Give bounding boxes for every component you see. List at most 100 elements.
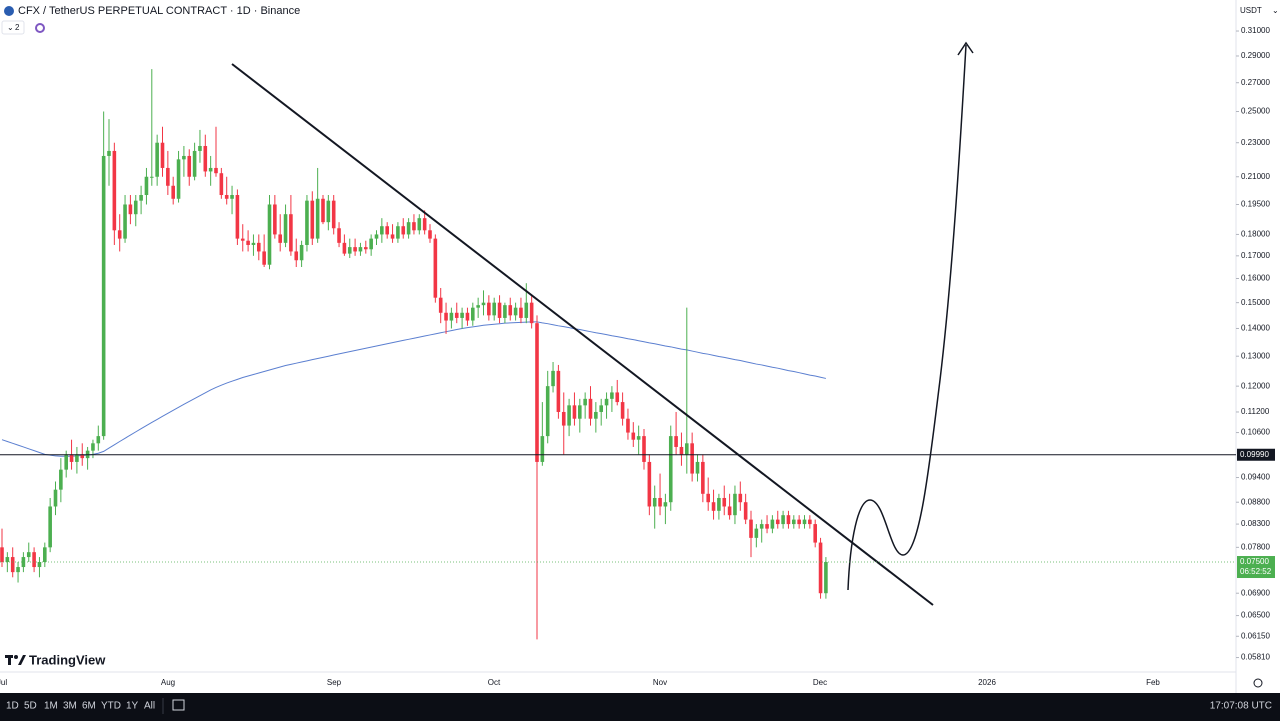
x-tick-label: Oct (488, 678, 501, 687)
candle-body (166, 167, 170, 186)
candle-body (192, 150, 197, 177)
candle-body (561, 411, 566, 426)
candle-body (765, 524, 769, 529)
candle-body (711, 502, 716, 511)
y-tick-label: 0.19500 (1241, 200, 1270, 209)
candle-body (64, 454, 68, 470)
plot-layer (0, 69, 828, 640)
candle-body (37, 562, 42, 568)
logo-text: TradingView (29, 652, 106, 667)
candle-body (642, 436, 646, 462)
x-tick-label: Aug (161, 678, 175, 687)
range-button[interactable]: 6M (82, 701, 96, 712)
date-range-icon[interactable] (172, 699, 185, 711)
candle-body (476, 305, 480, 308)
settings-icon[interactable] (1253, 678, 1263, 688)
candle-body (519, 307, 523, 318)
candle-body (251, 242, 256, 245)
candle-body (567, 405, 571, 426)
candle-body (422, 218, 427, 231)
y-tick-label: 0.12000 (1241, 381, 1270, 390)
candle-body (412, 222, 416, 231)
range-button[interactable]: 1Y (126, 701, 139, 712)
candle-body (438, 297, 443, 313)
candle-body (390, 234, 395, 239)
candle-body (331, 200, 336, 229)
candle-body (545, 386, 550, 437)
currency[interactable]: USDT (1240, 6, 1262, 15)
candle-body (171, 185, 175, 199)
x-tick-label: Nov (653, 678, 667, 687)
candle-body (727, 506, 732, 516)
x-tick-label: 2026 (978, 678, 996, 687)
candle-body (32, 552, 36, 568)
candle-body (10, 557, 15, 573)
moving-average (1, 321, 827, 457)
range-button[interactable]: 3M (63, 701, 77, 712)
candle-body (123, 204, 127, 239)
candle-body (583, 398, 587, 406)
candle-body (599, 405, 603, 412)
y-tick-label: 0.29000 (1241, 51, 1270, 60)
candle-body (626, 418, 630, 433)
candle-body (818, 542, 823, 594)
x-tick-label: Dec (813, 678, 827, 687)
range-button[interactable]: 5D (24, 701, 37, 712)
indicators-toggle[interactable] (1, 20, 25, 35)
range-button[interactable]: YTD (101, 701, 121, 712)
candle-body (529, 302, 534, 324)
candle-body (797, 519, 801, 525)
candle-body (813, 524, 817, 543)
candle-body (679, 446, 684, 455)
range-button[interactable]: 1M (44, 701, 58, 712)
y-tick-label: 0.18000 (1241, 230, 1270, 239)
y-tick-label: 0.14000 (1241, 324, 1270, 333)
clock[interactable]: 17:07:08 UTC (1210, 701, 1272, 712)
candle-body (701, 461, 705, 494)
candle-body (759, 524, 764, 529)
last-price-tag (1237, 556, 1275, 579)
indicator-count[interactable]: 2 (15, 23, 20, 32)
candle-body (454, 312, 459, 318)
y-tick-label: 0.10600 (1241, 428, 1270, 437)
range-button[interactable]: All (144, 701, 155, 712)
candle-body (481, 302, 486, 306)
y-tick-label: 0.09400 (1241, 473, 1270, 482)
candle-body (374, 234, 379, 239)
candle-body (187, 155, 192, 177)
candle-body (112, 150, 117, 231)
candle-body (578, 405, 582, 419)
range-button[interactable]: 1D (6, 701, 19, 712)
candle-body (150, 176, 154, 178)
candle-body (556, 370, 561, 412)
x-tick-label: Sep (327, 678, 342, 687)
candle-body (824, 562, 828, 594)
candle-body (342, 242, 347, 254)
candle-body (139, 195, 143, 201)
candle-body (743, 502, 748, 520)
candle-body (417, 218, 422, 231)
candle-body (749, 519, 753, 538)
hline-price-label: 0.09990 (1240, 450, 1269, 459)
candle-body (460, 312, 464, 318)
arrow-drawing (847, 44, 967, 591)
y-tick-label: 0.25000 (1241, 107, 1270, 116)
candle-body (299, 244, 304, 261)
y-tick-label: 0.21000 (1241, 172, 1270, 181)
candle-body (497, 302, 502, 318)
candle-body (551, 370, 555, 387)
candle-body (203, 145, 208, 172)
candle-body (588, 398, 593, 419)
candle-body (273, 204, 277, 235)
candle-body (615, 392, 620, 403)
candle-body (48, 506, 52, 548)
y-tick-label: 0.06150 (1241, 631, 1270, 640)
candle-body (471, 307, 475, 321)
candle-body (781, 515, 785, 525)
candle-body (535, 323, 539, 462)
candle-body (16, 567, 20, 573)
candle-body (80, 454, 85, 459)
y-tick-label: 0.08800 (1241, 497, 1270, 506)
candle-body (492, 302, 496, 316)
